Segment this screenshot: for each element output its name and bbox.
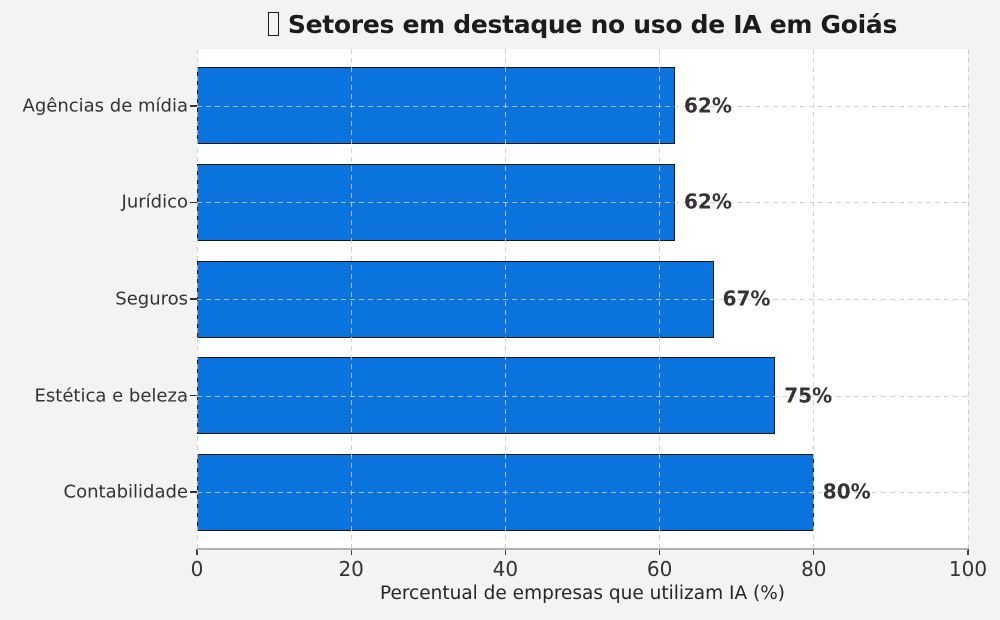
y-tick-label: Agências de mídia	[22, 95, 188, 117]
chart-title-text: Setores em destaque no uso de IA em Goiá…	[287, 10, 898, 39]
y-tick-mark	[190, 201, 197, 204]
y-tick-label: Contabilidade	[63, 481, 188, 503]
v-gridline	[350, 49, 352, 549]
v-gridline	[196, 49, 198, 549]
x-tick-mark	[350, 549, 352, 555]
x-tick-mark	[658, 549, 661, 555]
v-gridline	[504, 49, 506, 549]
y-tick-mark	[190, 394, 197, 397]
x-tick-label: 0	[190, 557, 204, 581]
h-gridline	[197, 202, 968, 204]
x-tick-label: 60	[646, 557, 673, 581]
y-tick-mark	[190, 105, 197, 107]
x-tick-mark	[967, 549, 969, 555]
chart-title: Setores em destaque no uso de IA em Goiá…	[197, 10, 968, 39]
x-tick-label: 40	[492, 557, 519, 581]
y-tick-mark	[190, 491, 197, 493]
x-tick-label: 20	[338, 557, 364, 581]
x-tick-label: 100	[948, 557, 988, 581]
x-axis-label: Percentual de empresas que utilizam IA (…	[379, 583, 785, 604]
h-gridline	[197, 492, 968, 494]
y-tick-label: Jurídico	[121, 191, 188, 213]
bar-value-label: 62%	[684, 93, 732, 118]
h-gridline	[197, 395, 968, 397]
bar-value-label: 80%	[822, 479, 871, 504]
bar-value-label: 75%	[784, 383, 833, 408]
y-tick-mark	[190, 298, 197, 300]
missing-emoji-icon	[267, 12, 279, 36]
plot-area: 62% 62% 67% 75% 80%	[196, 49, 969, 550]
h-gridline	[197, 105, 968, 107]
x-axis-spine	[197, 548, 968, 550]
x-tick-mark	[813, 549, 815, 555]
x-tick-mark	[196, 549, 198, 555]
bar-value-label: 62%	[684, 189, 732, 214]
y-tick-label: Estética e beleza	[34, 385, 188, 407]
v-gridline	[659, 49, 661, 549]
v-gridline	[813, 49, 815, 549]
y-tick-label: Seguros	[115, 288, 188, 310]
bar-value-label: 67%	[722, 286, 771, 311]
v-gridline	[967, 49, 969, 549]
x-tick-label: 80	[801, 557, 827, 581]
h-gridline	[197, 299, 968, 300]
x-tick-mark	[504, 549, 507, 555]
